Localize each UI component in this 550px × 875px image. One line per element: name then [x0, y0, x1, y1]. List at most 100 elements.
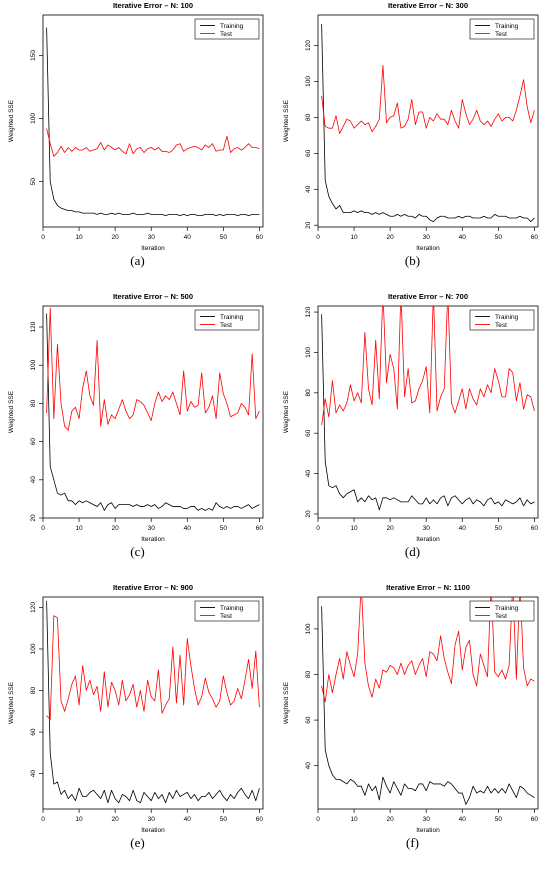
series-line-training — [321, 314, 535, 511]
x-tick-label: 10 — [350, 525, 358, 532]
x-axis-label: Iteration — [416, 536, 440, 543]
line-chart: Iterative Error – N: 300 0 10 20 30 40 50 60 20 4… — [283, 1, 539, 252]
line-chart: Iterative Error – N: 900 0 10 20 30 40 50 60 40 6… — [8, 583, 264, 834]
x-tick-label: 0 — [316, 816, 320, 823]
series-line-test — [321, 64, 535, 134]
x-tick-label: 20 — [112, 234, 120, 241]
y-tick-label: 20 — [30, 514, 37, 522]
x-tick-label: 0 — [41, 234, 45, 241]
x-axis-label: Iteration — [416, 827, 440, 834]
series-line-test — [321, 306, 535, 426]
x-tick-label: 30 — [148, 525, 156, 532]
legend-label: Test — [220, 322, 232, 329]
x-tick-label: 10 — [350, 234, 358, 241]
y-tick-label: 80 — [305, 389, 312, 397]
chart-panel: Iterative Error – N: 900 0 10 20 30 40 50 60 40 6… — [0, 582, 275, 873]
y-tick-label: 60 — [30, 438, 37, 446]
y-tick-label: 60 — [305, 716, 312, 724]
series-line-training — [46, 601, 260, 804]
y-tick-label: 120 — [30, 321, 37, 332]
series-line-training — [46, 313, 260, 511]
y-tick-label: 100 — [305, 623, 312, 634]
y-tick-label: 80 — [305, 113, 312, 121]
plot-frame — [317, 14, 539, 228]
x-tick-label: 20 — [112, 525, 120, 532]
series-line-test — [46, 307, 260, 431]
legend-label: Training — [220, 23, 244, 30]
x-tick-label: 40 — [459, 816, 467, 823]
chart-panel: Iterative Error – N: 100 0 10 20 30 40 50 60 50 1… — [0, 0, 275, 291]
plot-frame — [317, 596, 539, 810]
y-tick-label: 100 — [30, 113, 37, 124]
x-tick-label: 60 — [256, 234, 264, 241]
panel-caption: (f) — [406, 835, 419, 850]
plot-frame — [317, 305, 539, 519]
chart-title: Iterative Error – N: 1100 — [386, 583, 470, 592]
x-tick-label: 40 — [459, 525, 467, 532]
legend-label: Test — [220, 613, 232, 620]
x-axis-label: Iteration — [416, 245, 440, 252]
chart-title: Iterative Error – N: 300 — [388, 1, 468, 10]
y-tick-label: 100 — [305, 76, 312, 87]
chart-panel: Iterative Error – N: 1100 0 10 20 30 40 50 60 40… — [275, 582, 550, 873]
line-chart: Iterative Error – N: 700 0 10 20 30 40 50 60 20 4… — [283, 292, 539, 543]
y-tick-label: 60 — [305, 149, 312, 157]
line-chart: Iterative Error – N: 500 0 10 20 30 40 50 60 20 4… — [8, 292, 264, 543]
legend-label: Training — [495, 314, 519, 321]
line-chart: Iterative Error – N: 100 0 10 20 30 40 50 60 50 1… — [8, 1, 264, 252]
chart-title: Iterative Error – N: 100 — [113, 1, 193, 10]
y-tick-label: 60 — [30, 728, 37, 736]
legend-label: Training — [495, 23, 519, 30]
series-line-training — [321, 23, 535, 223]
panel-caption: (e) — [130, 835, 145, 850]
y-axis-label: Weighted SSE — [283, 99, 290, 142]
x-tick-label: 60 — [256, 816, 264, 823]
legend-label: Test — [495, 613, 507, 620]
series-line-training — [46, 27, 260, 217]
legend-label: Training — [220, 314, 244, 321]
x-tick-label: 60 — [531, 816, 539, 823]
legend-label: Test — [495, 31, 507, 38]
y-tick-label: 40 — [30, 476, 37, 484]
x-tick-label: 60 — [256, 525, 264, 532]
x-tick-label: 20 — [112, 816, 120, 823]
legend-box — [469, 600, 535, 622]
y-tick-label: 80 — [30, 687, 37, 695]
panel-caption: (a) — [130, 253, 145, 268]
x-tick-label: 40 — [184, 234, 192, 241]
y-axis-label: Weighted SSE — [8, 681, 15, 724]
y-tick-label: 40 — [305, 470, 312, 478]
y-tick-label: 150 — [30, 50, 37, 61]
y-tick-label: 40 — [30, 770, 37, 778]
y-tick-label: 40 — [305, 185, 312, 193]
x-tick-label: 50 — [220, 525, 228, 532]
x-tick-label: 60 — [531, 525, 539, 532]
series-line-test — [46, 615, 260, 721]
chart-title: Iterative Error – N: 700 — [388, 292, 468, 301]
x-tick-label: 30 — [423, 234, 431, 241]
x-tick-label: 40 — [184, 525, 192, 532]
series-line-test — [46, 128, 260, 157]
x-tick-label: 50 — [495, 234, 503, 241]
legend-box — [469, 18, 535, 40]
legend-label: Test — [495, 322, 507, 329]
x-tick-label: 40 — [459, 234, 467, 241]
legend-label: Training — [220, 605, 244, 612]
y-tick-label: 100 — [305, 347, 312, 358]
x-tick-label: 50 — [495, 525, 503, 532]
chart-panel: Iterative Error – N: 300 0 10 20 30 40 50 60 20 4… — [275, 0, 550, 291]
y-tick-label: 20 — [305, 510, 312, 518]
x-tick-label: 10 — [75, 816, 83, 823]
line-chart: Iterative Error – N: 1100 0 10 20 30 40 50 60 40… — [283, 583, 539, 834]
panel-caption: (c) — [130, 544, 145, 559]
x-tick-label: 60 — [531, 234, 539, 241]
x-tick-label: 0 — [316, 234, 320, 241]
series-line-training — [321, 606, 535, 805]
y-tick-label: 120 — [30, 602, 37, 613]
y-axis-label: Weighted SSE — [8, 99, 15, 142]
